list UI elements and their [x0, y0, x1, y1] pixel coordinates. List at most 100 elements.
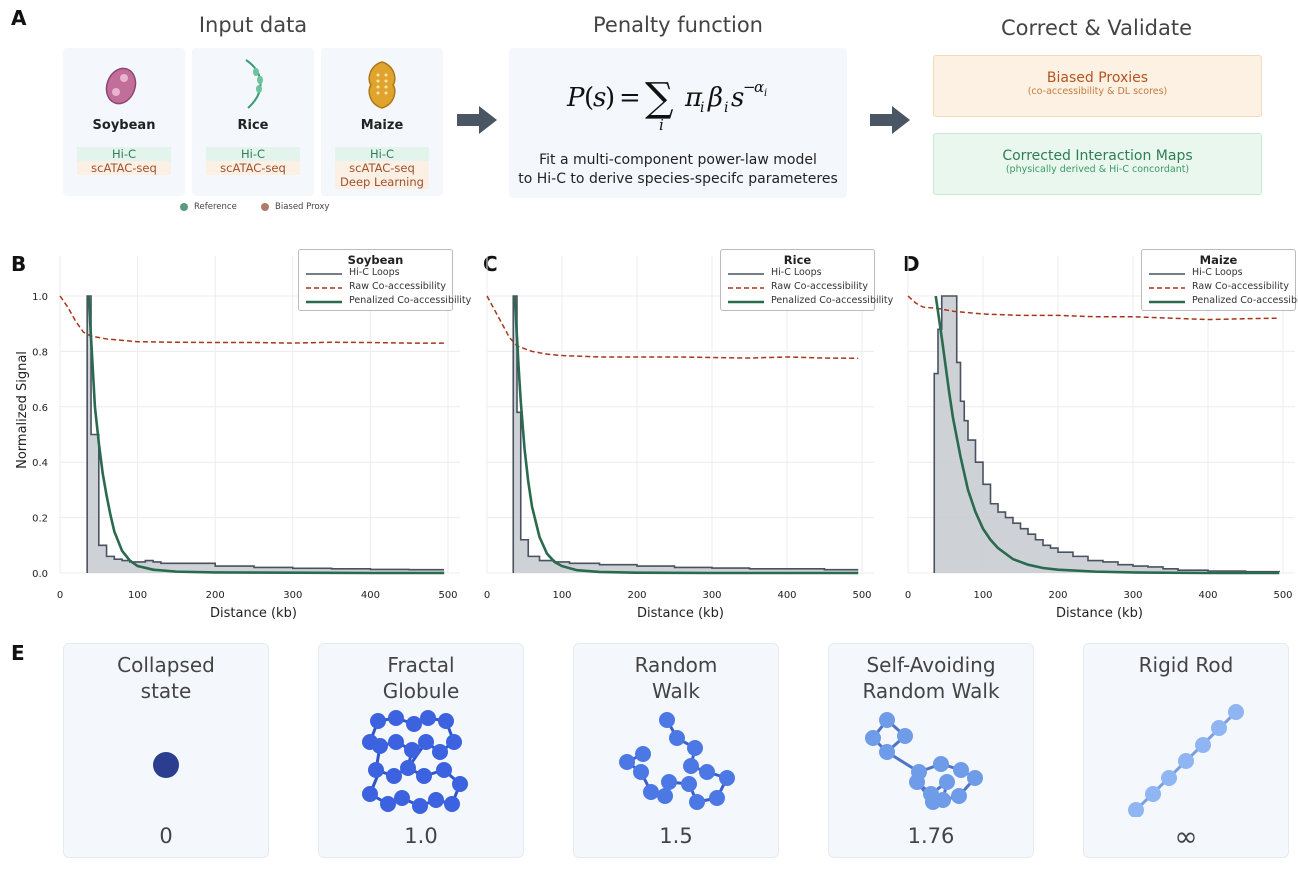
chart-legend: Soybean Hi-C Loops Raw Co-accessibility … — [298, 249, 472, 311]
svg-text:i: i — [724, 100, 728, 116]
tag-reference: Hi-C — [335, 147, 429, 161]
svg-text:i: i — [700, 100, 704, 116]
x-tick-label: 0 — [905, 590, 911, 601]
biased-proxies-subtitle: (co-accessibility & DL scores) — [1027, 86, 1168, 97]
y-tick-label: 0.4 — [32, 458, 48, 469]
legend-penalized: Penalized Co-accessibility — [1149, 295, 1298, 306]
x-tick-label: 500 — [852, 590, 871, 601]
model-card-rigid-rod: Rigid Rod ∞ — [1083, 643, 1289, 858]
collapsed-state-icon — [153, 752, 179, 778]
tag-biased: scATAC-seq — [77, 161, 171, 175]
model-title: Self-Avoiding Random Walk — [862, 653, 1000, 703]
species-name: Rice — [237, 118, 269, 133]
reference-dot-icon — [180, 202, 188, 211]
hic-area — [513, 296, 859, 573]
x-tick-label: 300 — [702, 590, 721, 601]
svg-text:∑: ∑ — [645, 75, 674, 121]
arrow-right-icon — [870, 106, 910, 134]
x-tick-label: 400 — [777, 590, 796, 601]
correct-validate-title: Correct & Validate — [1001, 16, 1192, 40]
fractal-globule-icon — [362, 710, 468, 814]
legend-hic: Hi-C Loops — [1149, 267, 1243, 278]
x-tick-label: 400 — [361, 590, 380, 601]
legend-penalized: Penalized Co-accessibility — [306, 295, 472, 306]
y-tick-label: 0.6 — [32, 403, 48, 414]
svg-text:Normalized Signal: Normalized Signal — [15, 351, 30, 469]
species-card-maize: Maize Hi-C scATAC-seq Deep Learning — [321, 48, 443, 196]
self-avoiding-walk-icon — [865, 712, 983, 810]
tag-biased: Deep Learning — [335, 175, 429, 189]
y-tick-label: 0.2 — [32, 514, 48, 525]
panel-letter-c: C — [483, 252, 498, 276]
penalized-coaccessibility-line — [513, 295, 859, 575]
penalty-formula-box: P ( s ) = ∑ i π i β i s − α i Fit a mult… — [509, 48, 847, 198]
y-tick-label: 1.0 — [32, 292, 48, 303]
species-card-soybean: Soybean Hi-C scATAC-seq — [63, 48, 185, 196]
tag-biased: scATAC-seq — [335, 161, 429, 175]
biased-proxies-box: Biased Proxies (co-accessibility & DL sc… — [933, 55, 1262, 117]
chart-maize: 0 100 200 300 400 500 — [905, 256, 1295, 601]
model-card-self-avoiding: Self-Avoiding Random Walk 1.76 — [828, 643, 1034, 858]
x-axis-label: Distance (kb) — [210, 606, 297, 621]
y-tick-label: 0.0 — [32, 569, 48, 580]
panel-letter-a: A — [11, 6, 27, 30]
tag-reference: Hi-C — [206, 147, 300, 161]
svg-text:α: α — [754, 78, 764, 96]
arrow-right-icon — [457, 106, 497, 134]
corrected-maps-title: Corrected Interaction Maps — [1002, 148, 1193, 164]
penalty-function-title: Penalty function — [593, 13, 763, 37]
model-title: Collapsed state — [117, 653, 215, 703]
soybean-icon — [105, 67, 137, 105]
model-card-fractal-globule: Fractal Globule 1.0 — [318, 643, 524, 858]
svg-text:(: ( — [584, 83, 594, 113]
penalized-coaccessibility-line — [87, 295, 445, 575]
panel-letter-e: E — [11, 641, 25, 665]
panel-letter-b: B — [11, 252, 27, 276]
rigid-rod-icon — [1128, 704, 1244, 817]
y-axis-label: Normalized Signal — [15, 351, 30, 469]
legend-title: Maize — [1199, 253, 1238, 267]
input-data-title: Input data — [198, 13, 308, 37]
x-tick-label: 200 — [1048, 590, 1067, 601]
hic-area — [934, 296, 1280, 573]
x-tick-label: 200 — [206, 590, 225, 601]
maize-icon — [368, 61, 396, 109]
legend-title: Soybean — [347, 253, 404, 267]
legend-raw: Raw Co-accessibility — [728, 281, 868, 292]
raw-coaccessibility-line — [907, 295, 1280, 321]
x-tick-label: 100 — [128, 590, 147, 601]
x-axis-label: Distance (kb) — [637, 606, 724, 621]
chart-legend: Maize Hi-C Loops Raw Co-accessibility Pe… — [1141, 249, 1298, 311]
x-tick-label: 100 — [973, 590, 992, 601]
biased-dot-icon — [261, 202, 269, 211]
species-card-rice: Rice Hi-C scATAC-seq — [192, 48, 314, 196]
raw-coaccessibility-line — [59, 295, 445, 344]
raw-coaccessibility-line — [486, 295, 859, 360]
svg-text:−: − — [743, 78, 756, 96]
hic-area — [87, 296, 445, 573]
legend-raw: Raw Co-accessibility — [1149, 281, 1289, 292]
species-name: Maize — [360, 118, 404, 133]
svg-text:s: s — [731, 83, 744, 113]
svg-text:i: i — [659, 116, 664, 134]
model-card-collapsed: Collapsed state 0 — [63, 643, 269, 858]
rice-icon — [245, 59, 263, 109]
x-tick-label: 200 — [627, 590, 646, 601]
model-card-random-walk: Random Walk 1.5 — [573, 643, 779, 858]
model-exponent: ∞ — [1174, 820, 1198, 853]
x-tick-label: 400 — [1198, 590, 1217, 601]
biased-proxies-title: Biased Proxies — [1046, 70, 1149, 86]
penalized-coaccessibility-line — [934, 295, 1280, 575]
chart-rice: 0 100 200 300 400 500 — [484, 256, 874, 601]
hic-loops-line — [933, 295, 1281, 573]
legend-hic: Hi-C Loops — [728, 267, 822, 278]
x-tick-label: 300 — [283, 590, 302, 601]
panel-letter-d: D — [903, 252, 920, 276]
chart-legend: Rice Hi-C Loops Raw Co-accessibility Pen… — [720, 249, 893, 311]
tag-biased: scATAC-seq — [206, 161, 300, 175]
x-tick-label: 500 — [1273, 590, 1292, 601]
corrected-maps-box: Corrected Interaction Maps (physically d… — [933, 133, 1262, 195]
x-tick-label: 0 — [57, 590, 63, 601]
y-tick-label: 0.8 — [32, 347, 48, 358]
svg-text:s: s — [593, 83, 606, 113]
